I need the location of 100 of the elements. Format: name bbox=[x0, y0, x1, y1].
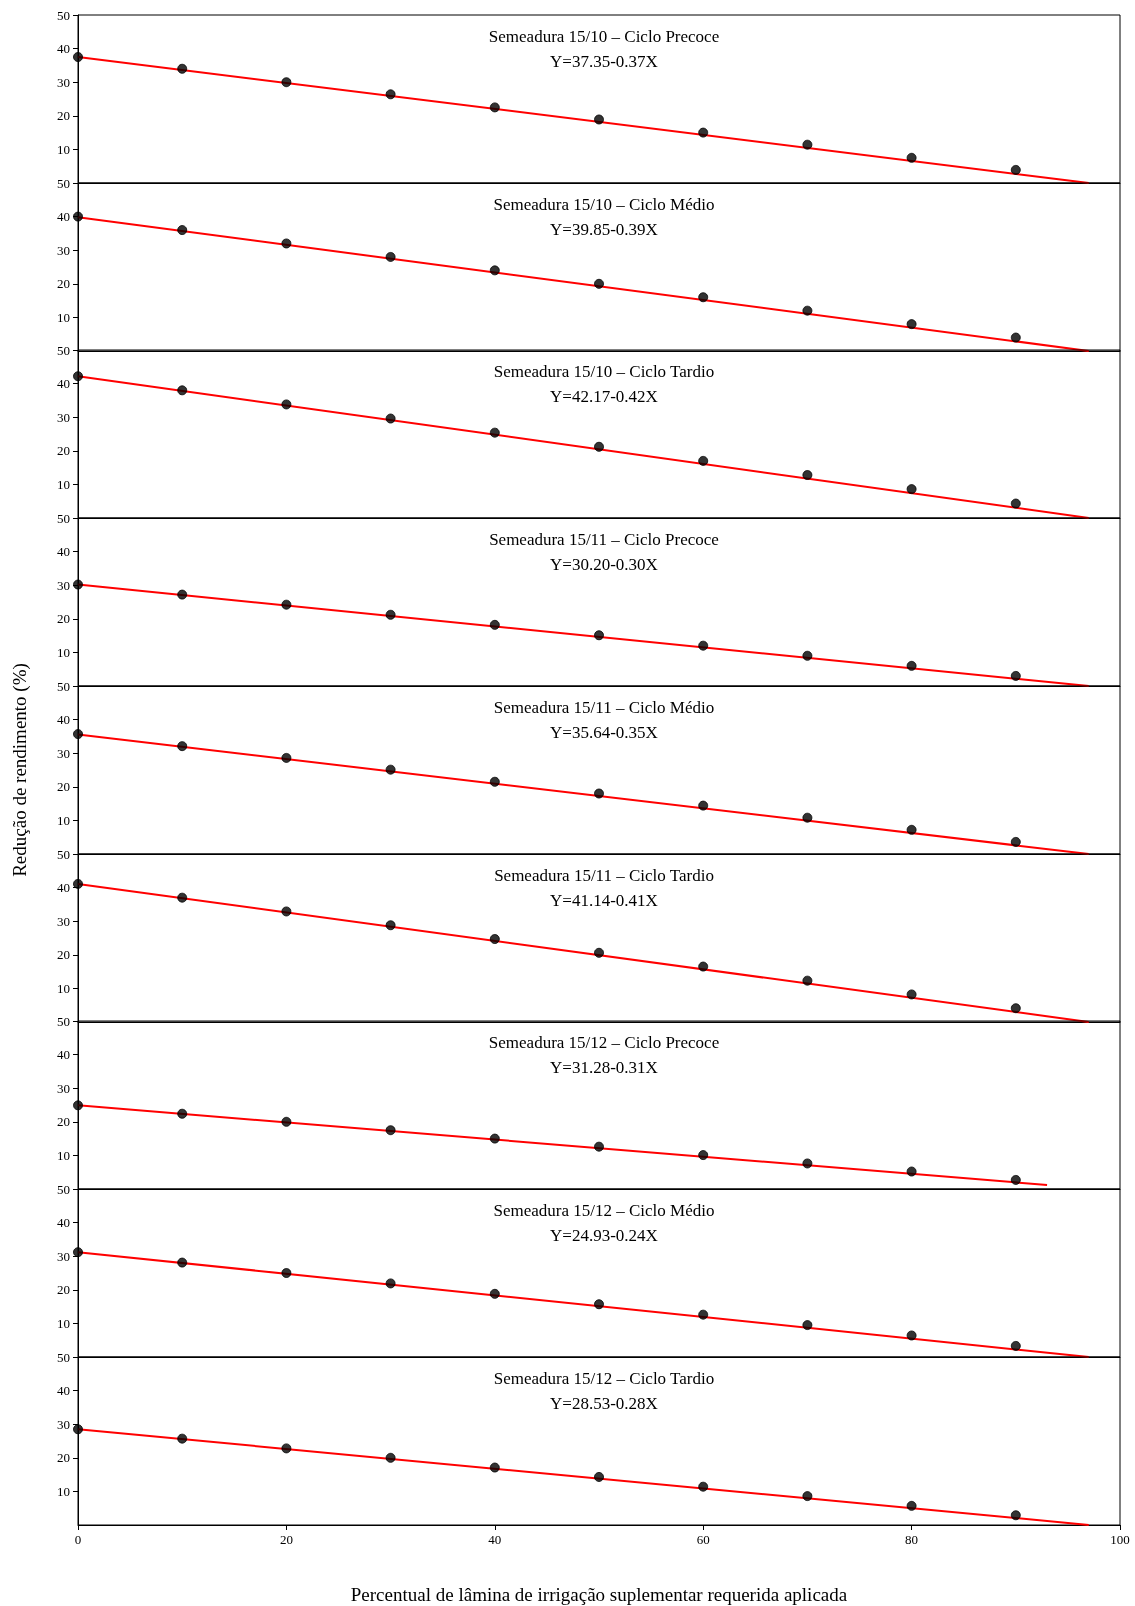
y-tick-label: 40 bbox=[57, 1047, 70, 1063]
y-tick-label: 50 bbox=[57, 1349, 70, 1365]
point bbox=[906, 824, 917, 835]
y-tick-label: 10 bbox=[57, 644, 70, 660]
point bbox=[281, 1267, 292, 1278]
point bbox=[1010, 1509, 1021, 1520]
y-tick-label: 30 bbox=[57, 577, 70, 593]
point bbox=[281, 77, 292, 88]
point bbox=[698, 291, 709, 302]
point bbox=[385, 89, 396, 100]
y-tick-label: 50 bbox=[57, 510, 70, 526]
point bbox=[1010, 1340, 1021, 1351]
point bbox=[281, 1442, 292, 1453]
y-tick-label: 40 bbox=[57, 208, 70, 224]
y-tick-label: 40 bbox=[57, 711, 70, 727]
y-tick-label: 50 bbox=[57, 678, 70, 694]
text: Y=35.64-0.35X bbox=[550, 722, 658, 742]
point bbox=[802, 1158, 813, 1169]
text: Y=28.53-0.28X bbox=[550, 1393, 658, 1413]
point bbox=[489, 933, 500, 944]
point bbox=[489, 1288, 500, 1299]
point bbox=[177, 224, 188, 235]
point bbox=[698, 1481, 709, 1492]
point bbox=[594, 114, 604, 125]
point bbox=[906, 318, 917, 329]
point bbox=[385, 764, 396, 775]
point bbox=[73, 878, 83, 889]
point bbox=[802, 1319, 813, 1330]
y-tick-label: 20 bbox=[57, 1114, 70, 1130]
text: Semeadura 15/11 – Ciclo Médio bbox=[493, 697, 715, 717]
text: Y=31.28-0.31X bbox=[550, 1058, 658, 1078]
point bbox=[1010, 1002, 1021, 1013]
y-tick-label: 20 bbox=[57, 275, 70, 291]
point bbox=[73, 1423, 83, 1434]
point bbox=[489, 619, 500, 630]
point bbox=[906, 988, 917, 999]
point bbox=[906, 660, 917, 671]
point bbox=[1010, 1175, 1021, 1186]
text: Semeadura 15/10 – Ciclo Precoce bbox=[488, 27, 720, 46]
point bbox=[177, 1108, 188, 1119]
point bbox=[594, 278, 604, 289]
point bbox=[177, 1257, 188, 1268]
y-tick-label: 10 bbox=[57, 477, 70, 493]
point bbox=[385, 1452, 396, 1463]
point bbox=[73, 371, 83, 382]
point bbox=[73, 1247, 83, 1258]
point bbox=[698, 127, 709, 138]
point bbox=[802, 139, 813, 150]
text: Y=30.20-0.30X bbox=[550, 555, 658, 575]
y-tick-label: 40 bbox=[57, 41, 70, 57]
point bbox=[802, 305, 813, 316]
point bbox=[594, 1471, 604, 1482]
point bbox=[385, 251, 396, 262]
point bbox=[281, 752, 292, 763]
text: Y=37.35-0.37X bbox=[550, 52, 658, 71]
text: Semeadura 15/12 – Ciclo Precoce bbox=[488, 1033, 720, 1053]
point bbox=[698, 640, 709, 651]
y-tick-label: 30 bbox=[57, 1416, 70, 1432]
x-tick-label: 60 bbox=[696, 1531, 710, 1547]
point bbox=[177, 740, 188, 751]
point bbox=[385, 1278, 396, 1289]
point bbox=[802, 1490, 813, 1501]
point bbox=[73, 1100, 83, 1111]
x-tick-label: 0 bbox=[74, 1531, 82, 1547]
point bbox=[73, 211, 83, 222]
y-tick-label: 30 bbox=[57, 1248, 70, 1264]
text: Semeadura 15/10 – Ciclo Tardio bbox=[493, 362, 715, 382]
point bbox=[489, 102, 500, 113]
point bbox=[698, 800, 709, 811]
y-tick-label: 20 bbox=[57, 443, 70, 459]
x-tick-label: 20 bbox=[279, 1531, 293, 1547]
point bbox=[698, 961, 709, 972]
point bbox=[594, 442, 604, 453]
y-tick-label: 10 bbox=[57, 812, 70, 828]
y-tick-label: 40 bbox=[57, 1382, 70, 1398]
text: Y=42.17-0.42X bbox=[550, 387, 658, 407]
point bbox=[73, 52, 83, 62]
point bbox=[489, 428, 500, 439]
y-tick-label: 10 bbox=[57, 1315, 70, 1331]
point bbox=[177, 385, 188, 396]
x-axis-title: Percentual de lâmina de irrigação suplementar requerida aplicada bbox=[350, 1583, 848, 1605]
point bbox=[385, 1125, 396, 1136]
y-tick-label: 50 bbox=[57, 7, 70, 23]
y-tick-label: 30 bbox=[57, 74, 70, 90]
point bbox=[802, 470, 813, 481]
y-tick-label: 30 bbox=[57, 913, 70, 929]
y-tick-label: 40 bbox=[57, 879, 70, 895]
point bbox=[281, 238, 292, 249]
point bbox=[906, 1500, 917, 1511]
y-tick-label: 10 bbox=[57, 1483, 70, 1499]
point bbox=[1010, 836, 1021, 847]
point bbox=[1010, 498, 1021, 509]
text: Semeadura 15/11 – Ciclo Tardio bbox=[494, 865, 714, 885]
point bbox=[177, 589, 188, 600]
y-tick-label: 20 bbox=[57, 779, 70, 795]
x-tick-label: 40 bbox=[488, 1531, 502, 1547]
point bbox=[1010, 332, 1021, 343]
point bbox=[594, 630, 604, 641]
y-tick-label: 40 bbox=[57, 1214, 70, 1230]
point bbox=[281, 905, 292, 916]
